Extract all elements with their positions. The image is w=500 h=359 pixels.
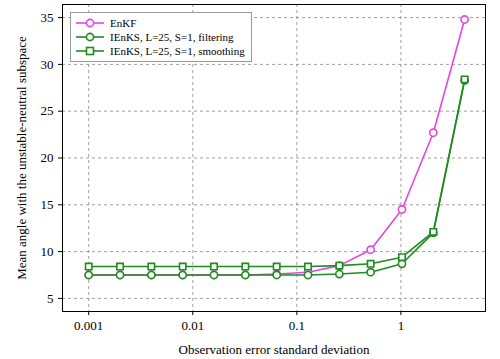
svg-text:Mean angle with the unstable-n: Mean angle with the unstable-neutral sub… — [14, 36, 29, 280]
svg-text:0.001: 0.001 — [74, 318, 103, 333]
svg-text:1: 1 — [398, 318, 405, 333]
svg-text:5: 5 — [47, 291, 54, 306]
svg-text:30: 30 — [41, 57, 54, 72]
html-text:IEnKS, L=25, S=1, filtering: IEnKS, L=25, S=1, filtering — [110, 31, 234, 43]
svg-text:Observation error standard dev: Observation error standard deviation — [179, 342, 370, 357]
svg-text:25: 25 — [41, 103, 54, 118]
html-text:EnKF: EnKF — [110, 17, 137, 29]
svg-text:0.1: 0.1 — [289, 318, 305, 333]
svg-text:15: 15 — [41, 197, 54, 212]
svg-text:20: 20 — [41, 150, 54, 165]
svg-text:0.01: 0.01 — [181, 318, 204, 333]
html-text:IEnKS, L=25, S=1, smoothing: IEnKS, L=25, S=1, smoothing — [110, 45, 245, 57]
svg-text:10: 10 — [41, 244, 54, 259]
svg-text:35: 35 — [41, 10, 54, 25]
